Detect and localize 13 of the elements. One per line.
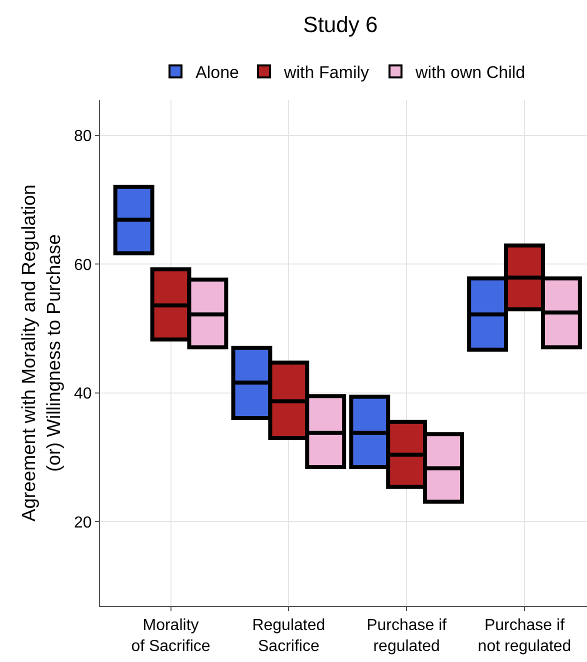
x-tick-label: Morality of Sacrifice [131, 617, 210, 655]
legend-label: with own Child [414, 63, 526, 82]
y-axis-title: Agreement with Morality and Regulation (or) Willingness to Purchase [19, 184, 65, 522]
x-tick-label: Purchase if regulated [366, 617, 448, 655]
y-tick-label: 80 [74, 128, 92, 146]
legend-label: Alone [196, 63, 239, 82]
y-tick-label: 40 [74, 386, 92, 403]
y-tick-label: 60 [74, 256, 92, 274]
chart-title: Study 6 [303, 12, 378, 37]
legend-label: with Family [282, 63, 370, 82]
x-tick-label: Regulated Sacrifice [252, 617, 326, 655]
y-tick-label: 20 [74, 514, 92, 532]
x-tick-label: Purchase if not regulated [478, 617, 572, 655]
